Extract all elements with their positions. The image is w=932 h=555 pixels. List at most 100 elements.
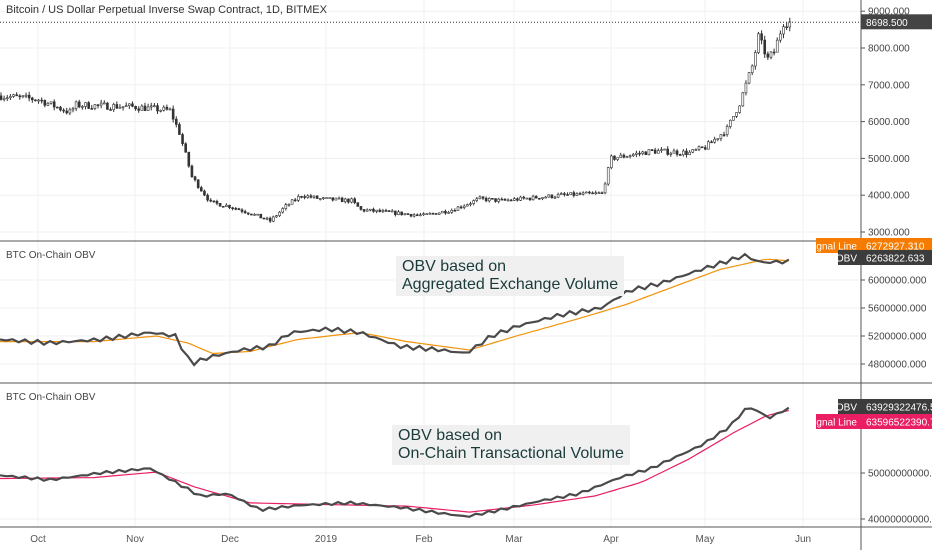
candle: [575, 192, 579, 197]
candle-body: [785, 26, 788, 29]
candle: [772, 48, 776, 56]
candle-body: [682, 150, 685, 156]
candle: [472, 199, 475, 206]
candle: [372, 207, 375, 213]
candle-body: [625, 156, 629, 158]
candle: [356, 202, 360, 207]
candle-body: [187, 151, 191, 167]
candle-body: [237, 208, 241, 211]
candle-body: [153, 105, 156, 108]
time-axis-label: Feb: [415, 534, 433, 545]
candle: [62, 108, 65, 114]
candle-body: [0, 95, 3, 100]
candle-body: [566, 194, 569, 196]
candle-body: [359, 206, 363, 210]
candle: [719, 134, 723, 142]
candle-body: [569, 192, 572, 195]
candle-body: [287, 203, 291, 206]
candle: [738, 105, 741, 114]
candle-body: [325, 197, 328, 199]
candle-body: [656, 150, 660, 154]
time-axis-label: Oct: [30, 534, 46, 545]
candle: [200, 185, 203, 192]
candle-body: [334, 197, 338, 201]
candle-body: [444, 210, 447, 214]
candle-body: [754, 52, 757, 67]
candle-body: [575, 193, 579, 196]
candle-body: [594, 192, 598, 195]
candle-body: [522, 196, 526, 199]
candle-body: [563, 193, 566, 195]
candle: [775, 37, 779, 53]
candle: [306, 194, 310, 199]
candle: [425, 213, 428, 215]
candle-body: [162, 106, 166, 111]
candle-body: [306, 195, 310, 198]
candle: [675, 149, 679, 157]
candle: [231, 206, 234, 211]
candle-body: [178, 124, 181, 135]
candle-body: [694, 149, 698, 151]
candle: [606, 166, 610, 186]
candle: [146, 103, 150, 111]
candle-body: [297, 196, 300, 201]
candle: [228, 204, 231, 210]
candle: [49, 101, 53, 105]
candle: [59, 105, 62, 112]
candle-body: [553, 196, 557, 199]
obv1-pane-label: BTC On-Chain OBV: [6, 250, 96, 261]
candle: [203, 189, 206, 197]
obv2-obv-tag-label: OBV: [836, 403, 857, 414]
candle-body: [102, 102, 106, 105]
candle: [112, 102, 115, 113]
price-axis-label: 4000.000: [868, 191, 910, 202]
candle: [290, 199, 294, 205]
candle-body: [37, 99, 40, 102]
candle-body: [572, 192, 576, 196]
candle: [178, 122, 181, 135]
candle-body: [506, 199, 510, 202]
candle: [553, 195, 557, 199]
candle: [297, 194, 300, 202]
candle: [782, 24, 785, 39]
candle-body: [30, 97, 34, 101]
candle-body: [487, 198, 491, 202]
candle-body: [121, 106, 125, 108]
candle: [403, 213, 407, 216]
candle: [491, 198, 494, 200]
candle: [303, 194, 306, 200]
candle: [24, 92, 28, 99]
candle: [600, 191, 604, 194]
candle: [315, 195, 319, 199]
candle-body: [541, 197, 544, 200]
candle: [84, 102, 87, 110]
candle-body: [775, 39, 779, 53]
candle-body: [87, 102, 90, 109]
price-axis-label: 6000.000: [868, 117, 910, 128]
candle-body: [190, 165, 194, 177]
candle: [766, 51, 770, 60]
candle: [785, 22, 788, 31]
candle-body: [52, 101, 56, 108]
candle-body: [106, 102, 109, 110]
candle-body: [372, 208, 375, 212]
candle: [343, 197, 347, 204]
candle-body: [578, 193, 582, 195]
candle: [447, 210, 450, 214]
candle-body: [43, 100, 47, 106]
candle: [409, 213, 413, 218]
candle-body: [353, 198, 356, 203]
candle-body: [760, 33, 763, 41]
candle: [481, 196, 485, 201]
candle-body: [710, 141, 713, 144]
candle-body: [250, 213, 253, 216]
candle: [102, 100, 106, 105]
candle-body: [412, 214, 416, 217]
candle: [350, 197, 353, 204]
candle: [622, 153, 626, 159]
candle-body: [669, 152, 673, 155]
candle: [381, 208, 385, 214]
obv2-obv-tag-value-bg: [861, 399, 932, 414]
